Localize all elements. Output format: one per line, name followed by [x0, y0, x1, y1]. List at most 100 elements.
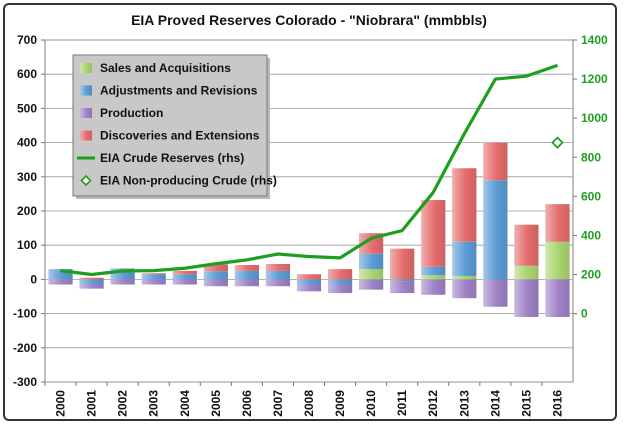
y-tick-label: 100 [17, 238, 37, 252]
x-tick-label: 2002 [116, 390, 130, 417]
bar-production-2014 [483, 279, 508, 307]
bar-discoveries-and-extensions-2007 [265, 264, 291, 271]
bar-adjustments-and-revisions-2010 [359, 253, 384, 270]
bar-production-2008 [296, 284, 322, 292]
bar-production-2002 [110, 279, 135, 285]
x-tick-label: 2013 [457, 390, 471, 417]
bar-adjustments-and-revisions-2012 [421, 266, 446, 276]
bar-production-2006 [234, 279, 259, 287]
x-tick-label: 2004 [178, 390, 192, 417]
bar-discoveries-and-extensions-2015 [514, 224, 539, 266]
bar-sales-and-acquisitions-2012 [421, 275, 446, 280]
x-tick-label: 2007 [271, 390, 285, 417]
bar-discoveries-and-extensions-2014 [483, 142, 508, 181]
bar-adjustments-and-revisions-2008 [296, 279, 322, 285]
y2-tick-label: 600 [581, 189, 601, 203]
y2-tick-label: 1000 [581, 111, 608, 125]
x-tick-label: 2010 [364, 390, 378, 417]
x-tick-label: 2009 [333, 390, 347, 417]
y-tick-label: 0 [30, 272, 37, 286]
chart-title: EIA Proved Reserves Colorado - "Niobrara… [131, 12, 487, 28]
bar-production-2007 [265, 279, 291, 287]
y-tick-label: 600 [17, 67, 37, 81]
bar-production-2001 [79, 284, 104, 289]
bar-adjustments-and-revisions-2003 [141, 274, 166, 280]
bar-production-2015 [514, 279, 539, 318]
legend-label: Sales and Acquisitions [100, 61, 231, 75]
bar-discoveries-and-extensions-2003 [141, 273, 166, 275]
legend-swatch [80, 85, 92, 96]
x-tick-label: 2011 [395, 390, 409, 416]
bar-adjustments-and-revisions-2011 [390, 279, 415, 282]
bar-discoveries-and-extensions-2005 [203, 264, 228, 272]
y-tick-label: -300 [13, 375, 37, 389]
bar-production-2011 [390, 281, 415, 294]
y-tick-label: 200 [17, 204, 37, 218]
y2-tick-label: 200 [581, 268, 601, 282]
bar-production-2004 [172, 279, 197, 285]
x-tick-label: 2001 [85, 390, 99, 417]
bar-sales-and-acquisitions-2010 [359, 269, 384, 280]
line-eia-crude-reserves [60, 63, 558, 277]
legend: Sales and Acquisitions Adjustments and Re… [72, 54, 277, 199]
x-tick-label: 2016 [550, 390, 564, 417]
bar-adjustments-and-revisions-2006 [234, 270, 259, 280]
y2-tick-label: 1200 [581, 72, 608, 86]
legend-label: Production [100, 106, 163, 120]
bar-production-2016 [545, 279, 570, 318]
legend-label: EIA Crude Reserves (rhs) [100, 151, 244, 165]
bar-discoveries-and-extensions-2004 [172, 270, 197, 275]
y-tick-label: -200 [13, 341, 37, 355]
bar-discoveries-and-extensions-2006 [234, 265, 259, 271]
y-tick-label: 500 [17, 101, 37, 115]
marker-non-producing-2016 [551, 136, 564, 149]
x-tick-label: 2012 [426, 390, 440, 417]
bar-production-2003 [141, 279, 166, 285]
bar-sales-and-acquisitions-2015 [514, 265, 539, 280]
legend-label: EIA Non-producing Crude (rhs) [100, 174, 277, 188]
bar-discoveries-and-extensions-2008 [296, 274, 322, 280]
bar-sales-and-acquisitions-2016 [545, 241, 570, 280]
bar-production-2010 [359, 279, 384, 290]
legend-swatch [80, 174, 92, 187]
y-tick-label: -100 [13, 307, 37, 321]
legend-label: Discoveries and Extensions [100, 129, 260, 143]
bar-discoveries-and-extensions-2001 [79, 277, 104, 280]
bar-discoveries-and-extensions-2013 [452, 168, 477, 242]
bar-production-2009 [327, 284, 353, 294]
y2-tick-label: 1400 [581, 33, 608, 47]
y-tick-label: 300 [17, 170, 37, 184]
bar-production-2012 [421, 279, 446, 295]
legend-swatch [80, 108, 92, 118]
x-tick-label: 2006 [240, 390, 254, 417]
legend-box [72, 54, 268, 197]
x-tick-label: 2008 [302, 390, 316, 417]
bar-adjustments-and-revisions-2007 [265, 270, 291, 280]
legend-swatch [80, 130, 92, 141]
bar-sales-and-acquisitions-2013 [452, 275, 477, 280]
bar-adjustments-and-revisions-2014 [483, 180, 508, 280]
bar-production-2013 [452, 279, 477, 299]
x-tick-label: 2015 [519, 390, 533, 417]
legend-label: Adjustments and Revisions [100, 84, 258, 98]
x-tick-label: 2000 [54, 390, 68, 417]
y2-tick-label: 0 [581, 307, 588, 321]
bar-adjustments-and-revisions-2013 [452, 241, 477, 276]
y-tick-label: 400 [17, 136, 37, 150]
x-tick-label: 2005 [209, 390, 223, 417]
bar-discoveries-and-extensions-2016 [545, 204, 570, 242]
y-tick-label: 700 [17, 33, 37, 47]
bar-discoveries-and-extensions-2011 [390, 248, 415, 280]
bar-production-2000 [48, 279, 73, 285]
bar-discoveries-and-extensions-2009 [327, 269, 353, 280]
bar-production-2005 [203, 279, 228, 287]
bar-adjustments-and-revisions-2002 [110, 268, 135, 280]
y2-tick-label: 800 [581, 150, 601, 164]
x-tick-label: 2014 [488, 390, 502, 417]
bar-adjustments-and-revisions-2004 [172, 274, 197, 280]
legend-swatch [80, 63, 92, 73]
y2-tick-label: 400 [581, 228, 601, 242]
bar-discoveries-and-extensions-2012 [421, 200, 446, 267]
bar-adjustments-and-revisions-2005 [203, 271, 228, 280]
